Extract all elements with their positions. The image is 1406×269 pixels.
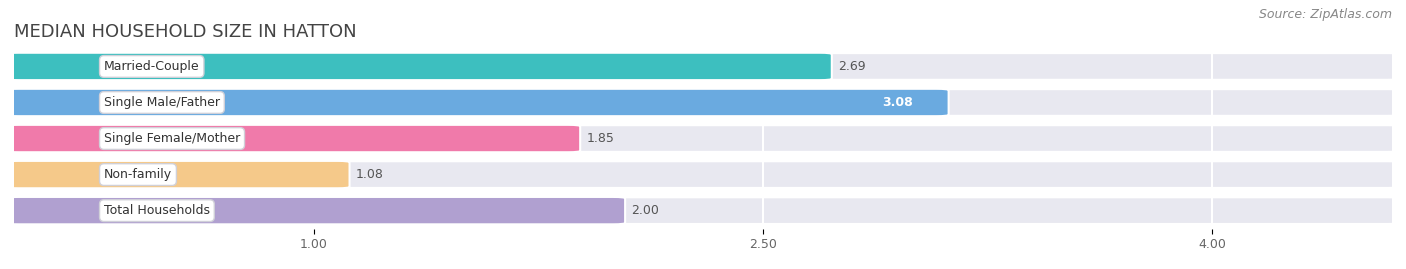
FancyBboxPatch shape	[7, 89, 949, 116]
Text: 3.08: 3.08	[882, 96, 912, 109]
Text: Single Male/Father: Single Male/Father	[104, 96, 219, 109]
Text: Single Female/Mother: Single Female/Mother	[104, 132, 240, 145]
Text: 1.85: 1.85	[586, 132, 614, 145]
FancyBboxPatch shape	[7, 53, 1399, 80]
FancyBboxPatch shape	[7, 161, 1399, 188]
Text: MEDIAN HOUSEHOLD SIZE IN HATTON: MEDIAN HOUSEHOLD SIZE IN HATTON	[14, 23, 357, 41]
Text: 2.00: 2.00	[631, 204, 659, 217]
Circle shape	[0, 204, 89, 217]
Circle shape	[0, 60, 89, 73]
Circle shape	[0, 168, 89, 181]
Text: Source: ZipAtlas.com: Source: ZipAtlas.com	[1258, 8, 1392, 21]
FancyBboxPatch shape	[7, 125, 1399, 152]
Text: Non-family: Non-family	[104, 168, 172, 181]
Circle shape	[0, 96, 89, 109]
FancyBboxPatch shape	[7, 197, 1399, 224]
FancyBboxPatch shape	[7, 53, 832, 80]
FancyBboxPatch shape	[7, 125, 581, 152]
Text: Total Households: Total Households	[104, 204, 209, 217]
Text: 2.69: 2.69	[838, 60, 866, 73]
Text: Married-Couple: Married-Couple	[104, 60, 200, 73]
Text: 1.08: 1.08	[356, 168, 384, 181]
Circle shape	[0, 132, 89, 145]
FancyBboxPatch shape	[7, 197, 626, 224]
FancyBboxPatch shape	[7, 161, 350, 188]
FancyBboxPatch shape	[7, 89, 1399, 116]
